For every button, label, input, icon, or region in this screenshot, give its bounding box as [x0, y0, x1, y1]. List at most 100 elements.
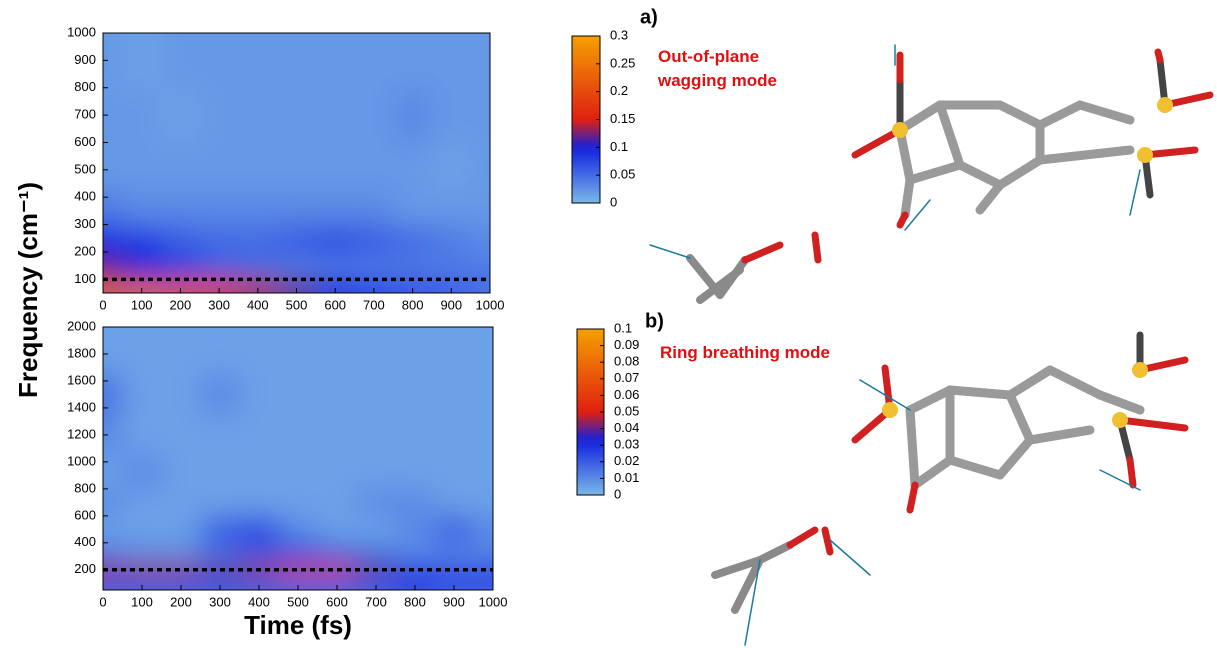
heatmap-cell [315, 142, 356, 191]
x-tick-label: 800 [404, 594, 426, 609]
heatmap-cell [473, 576, 493, 590]
heatmap-cell [470, 279, 490, 293]
heatmap-cell [315, 224, 356, 256]
heatmap-cell [434, 455, 474, 490]
colorbar [576, 328, 605, 496]
heatmap-cell [161, 563, 201, 578]
heatmap-cell [161, 279, 201, 293]
heatmap-cell [103, 33, 123, 89]
heatmap-cell [395, 414, 435, 456]
heatmap-cell [434, 542, 474, 564]
heatmap-cell [103, 224, 123, 256]
heatmap-cell [200, 414, 240, 456]
y-tick-label: 300 [74, 216, 96, 231]
heatmap-cell [393, 87, 433, 143]
heatmap-cell [354, 33, 394, 89]
heatmap-cell [239, 515, 279, 544]
heatmap-cell [431, 142, 472, 191]
y-tick-label: 1400 [67, 399, 96, 414]
panel-label: a) [640, 6, 658, 28]
y-tick-label: 600 [74, 134, 96, 149]
colorbar-tick-label: 0.05 [610, 167, 635, 182]
annotation-line: Out-of-plane [658, 47, 759, 66]
x-tick-label: 1000 [476, 297, 505, 312]
heatmap-cell [103, 255, 123, 280]
x-tick-label: 100 [131, 297, 153, 312]
heatmap-cell [317, 374, 357, 416]
heatmap-cell [200, 488, 240, 517]
heatmap-cell [278, 488, 318, 517]
heatmap-cell [356, 374, 396, 416]
heatmap-cell [122, 414, 162, 456]
heatmap-cell [277, 224, 317, 256]
annotation: Ring breathing mode [660, 343, 830, 362]
heatmap-cell [431, 33, 472, 89]
x-tick-label: 600 [326, 594, 348, 609]
heatmap-cell [356, 488, 396, 517]
y-tick-label: 500 [74, 161, 96, 176]
heatmap-cell [122, 33, 162, 89]
heatmap-cell [103, 515, 123, 544]
heatmap-cell [200, 455, 240, 490]
x-tick-label: 100 [131, 594, 153, 609]
heatmap [103, 327, 493, 590]
heatmap-cell [122, 374, 162, 416]
x-tick-label: 200 [170, 594, 192, 609]
heatmap-cell [354, 142, 394, 191]
heatmap-cell [315, 190, 356, 226]
panel-label: b) [645, 310, 664, 332]
heatmap-cell [434, 488, 474, 517]
colorbar-tick-label: 0.07 [614, 370, 639, 385]
heatmap-cell [393, 33, 433, 89]
heatmap-cell [277, 190, 317, 226]
x-tick-label: 700 [363, 297, 385, 312]
heatmap-cell [354, 87, 394, 143]
heatmap-cell [161, 190, 201, 226]
heatmap-cell [238, 255, 278, 280]
colorbar-tick-label: 0.1 [614, 320, 632, 335]
heatmap-cell [431, 224, 472, 256]
heatmap-cell [315, 279, 356, 293]
heatmap-cell [103, 279, 123, 293]
heatmap-cell [161, 515, 201, 544]
colorbar-tick-label: 0.03 [614, 437, 639, 452]
heatmap-cell [161, 255, 201, 280]
heatmap-cell [103, 374, 123, 416]
heatmap-cell [431, 255, 472, 280]
heatmap-cell [278, 542, 318, 564]
heatmap-cell [317, 327, 357, 375]
heatmap-cell [395, 374, 435, 416]
heatmap-cell [473, 414, 493, 456]
y-tick-label: 400 [74, 534, 96, 549]
x-tick-label: 0 [99, 297, 106, 312]
heatmap [103, 33, 490, 293]
x-tick-label: 400 [247, 297, 269, 312]
heatmap-cell [122, 87, 162, 143]
heatmap-cell [199, 279, 239, 293]
heatmap-cell [161, 455, 201, 490]
heatmap-cell [161, 142, 201, 191]
heatmap-cell [161, 224, 201, 256]
y-tick-label: 900 [74, 52, 96, 67]
heatmap-cell [473, 488, 493, 517]
heatmap-cell [278, 563, 318, 578]
heatmap-cell [393, 190, 433, 226]
heatmap-cell [278, 455, 318, 490]
colorbar-tick-label: 0 [610, 194, 617, 209]
heatmap-cell [356, 542, 396, 564]
heatmap-cell [473, 374, 493, 416]
heatmap-cell [238, 142, 278, 191]
heatmap-cell [239, 414, 279, 456]
heatmap-cell [238, 279, 278, 293]
x-tick-label: 900 [443, 594, 465, 609]
x-tick-label: 900 [440, 297, 462, 312]
heatmap-cell [434, 414, 474, 456]
colorbar-tick-label: 0.04 [614, 420, 639, 435]
heatmap-cell [122, 515, 162, 544]
heatmap-cell [238, 224, 278, 256]
heatmap-cell [278, 515, 318, 544]
y-tick-label: 800 [74, 480, 96, 495]
annotation-line: Ring breathing mode [660, 343, 830, 362]
heatmap-cell [434, 576, 474, 590]
